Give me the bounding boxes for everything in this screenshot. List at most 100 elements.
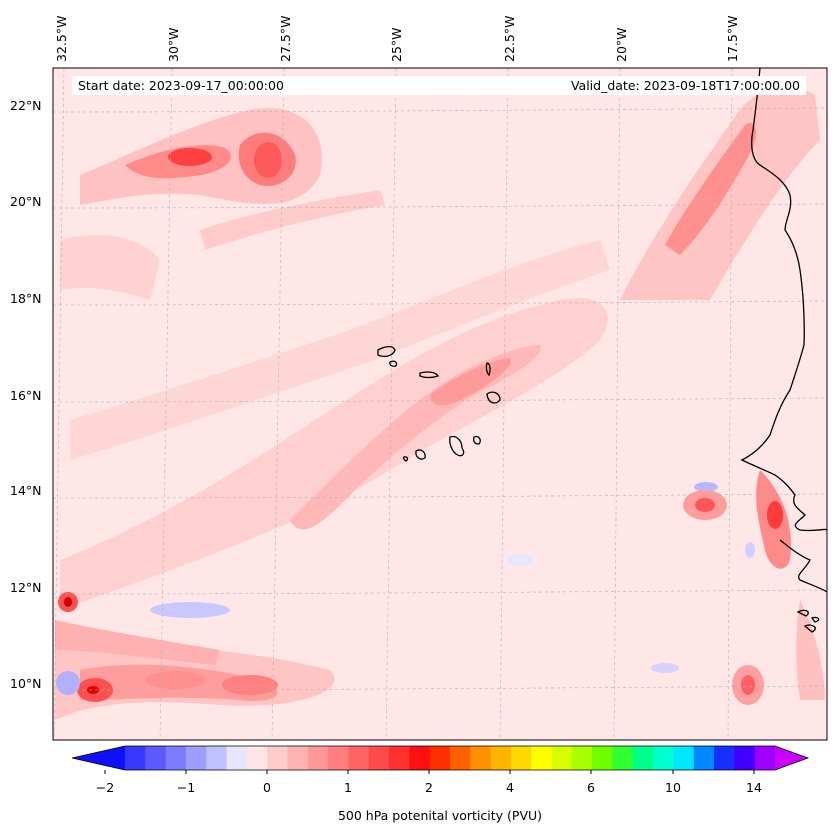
colorbar-swatch [551, 746, 573, 770]
colorbar-swatch [307, 746, 329, 770]
pv-south-max-3 [145, 671, 205, 689]
colorbar-swatch [470, 746, 492, 770]
island-boa-vista [486, 391, 501, 404]
colorbar-swatch [632, 746, 654, 770]
colorbar-swatch [754, 746, 776, 770]
colorbar-swatch [612, 746, 634, 770]
longitude-label: 30°W [166, 27, 181, 62]
island-brava [402, 456, 409, 462]
colorbar-swatch [185, 746, 207, 770]
pv-se-edge [796, 600, 825, 700]
island-fogo [415, 449, 426, 460]
colorbar-outline [71, 745, 810, 771]
colorbar-extend-low [72, 746, 125, 770]
colorbar-label: 500 hPa potenital vorticity (PVU) [337, 808, 543, 823]
colorbar-tick-label: −1 [176, 780, 196, 795]
longitude-label: 17.5°W [725, 15, 740, 62]
colorbar-swatch [714, 746, 735, 770]
pv-neg-4 [651, 663, 679, 673]
colorbar-swatch [267, 746, 288, 770]
colorbar-tick-label: 2 [425, 780, 433, 795]
latitude-label: 18°N [10, 291, 42, 306]
map-frame [52, 67, 828, 741]
longitude-label: 32.5°W [54, 15, 69, 62]
island-sao-nicolau [419, 371, 439, 379]
island-sao-vicente [389, 360, 398, 367]
pv-south-max-2 [222, 675, 278, 695]
colorbar-swatch [389, 746, 410, 770]
colorbar-swatch [368, 746, 390, 770]
pv-neg-6 [506, 554, 534, 566]
pv-sw-max-b [64, 597, 72, 607]
pv-south-max-1b [87, 686, 99, 694]
island-santiago [449, 435, 465, 457]
pv-nw-streak-2 [60, 235, 160, 300]
colorbar-tick-label: 6 [587, 780, 595, 795]
colorbar-swatch [592, 746, 613, 770]
valid-date-box: Valid_date: 2023-09-18T17:00:00.00 [544, 76, 806, 95]
longitude-label: 20°W [614, 27, 629, 62]
gridlines [53, 68, 827, 740]
colorbar-swatch [653, 746, 674, 770]
colorbar-swatch [145, 746, 167, 770]
pv-neg-5 [745, 542, 755, 558]
pv-field [53, 68, 827, 740]
island-santo-antao [377, 345, 396, 357]
colorbar [71, 745, 810, 774]
valid-date-label: Valid_date: 2023-09-18T17:00:00.00 [570, 78, 800, 93]
pv-band-2 [70, 240, 610, 460]
latitude-label: 20°N [10, 194, 42, 209]
coastlines [377, 68, 827, 633]
colorbar-swatch [125, 746, 146, 770]
pv-nw-streak [200, 190, 385, 250]
bijagos-islands [796, 609, 820, 633]
pv-neg-2 [56, 671, 80, 695]
africa-coast [740, 68, 827, 532]
pv-neg-3 [694, 482, 718, 492]
colorbar-tick-label: 0 [263, 780, 271, 795]
longitude-label: 22.5°W [502, 15, 517, 62]
colorbar-swatch [571, 746, 593, 770]
africa-coast-south [779, 539, 827, 593]
pv-neg-1 [150, 602, 230, 618]
colorbar-swatch [673, 746, 695, 770]
colorbar-tick-label: 1 [344, 780, 352, 795]
latitude-label: 16°N [10, 388, 42, 403]
pv-north-max-2 [254, 142, 282, 178]
island-sal [485, 362, 491, 377]
latitude-label: 22°N [10, 98, 42, 113]
colorbar-swatch [206, 746, 228, 770]
colorbar-swatch [226, 746, 248, 770]
colorbar-tick-label: 4 [506, 780, 514, 795]
colorbar-swatch [165, 746, 187, 770]
latitude-label: 10°N [10, 676, 42, 691]
pv-east-max-1b [695, 498, 715, 512]
pv-east-coast-core [767, 501, 783, 529]
colorbar-swatch [287, 746, 309, 770]
island-maio [473, 435, 481, 445]
colorbar-tick-label: 10 [665, 780, 681, 795]
colorbar-extend-high [775, 746, 808, 770]
colorbar-swatch [531, 746, 553, 770]
pv-north-max-1 [168, 148, 212, 166]
colorbar-swatch [510, 746, 532, 770]
latitude-label: 14°N [10, 483, 42, 498]
colorbar-swatch [348, 746, 370, 770]
colorbar-swatch [429, 746, 451, 770]
colorbar-swatch [246, 746, 268, 770]
pv-tongue-core [290, 345, 541, 530]
colorbar-swatch [734, 746, 756, 770]
start-date-box: Start date: 2023-09-17_00:00:00 [72, 76, 544, 95]
longitude-label: 27.5°W [278, 15, 293, 62]
colorbar-tick-label: −2 [95, 780, 115, 795]
start-date-label: Start date: 2023-09-17_00:00:00 [78, 78, 284, 93]
colorbar-swatch [490, 746, 512, 770]
colorbar-swatch [693, 746, 715, 770]
colorbar-swatch [450, 746, 471, 770]
pv-se-max-b [741, 675, 755, 695]
longitude-label: 25°W [389, 27, 404, 62]
colorbar-swatch [328, 746, 349, 770]
colorbar-tick-label: 14 [746, 780, 762, 795]
pv-coast-core [665, 122, 756, 255]
